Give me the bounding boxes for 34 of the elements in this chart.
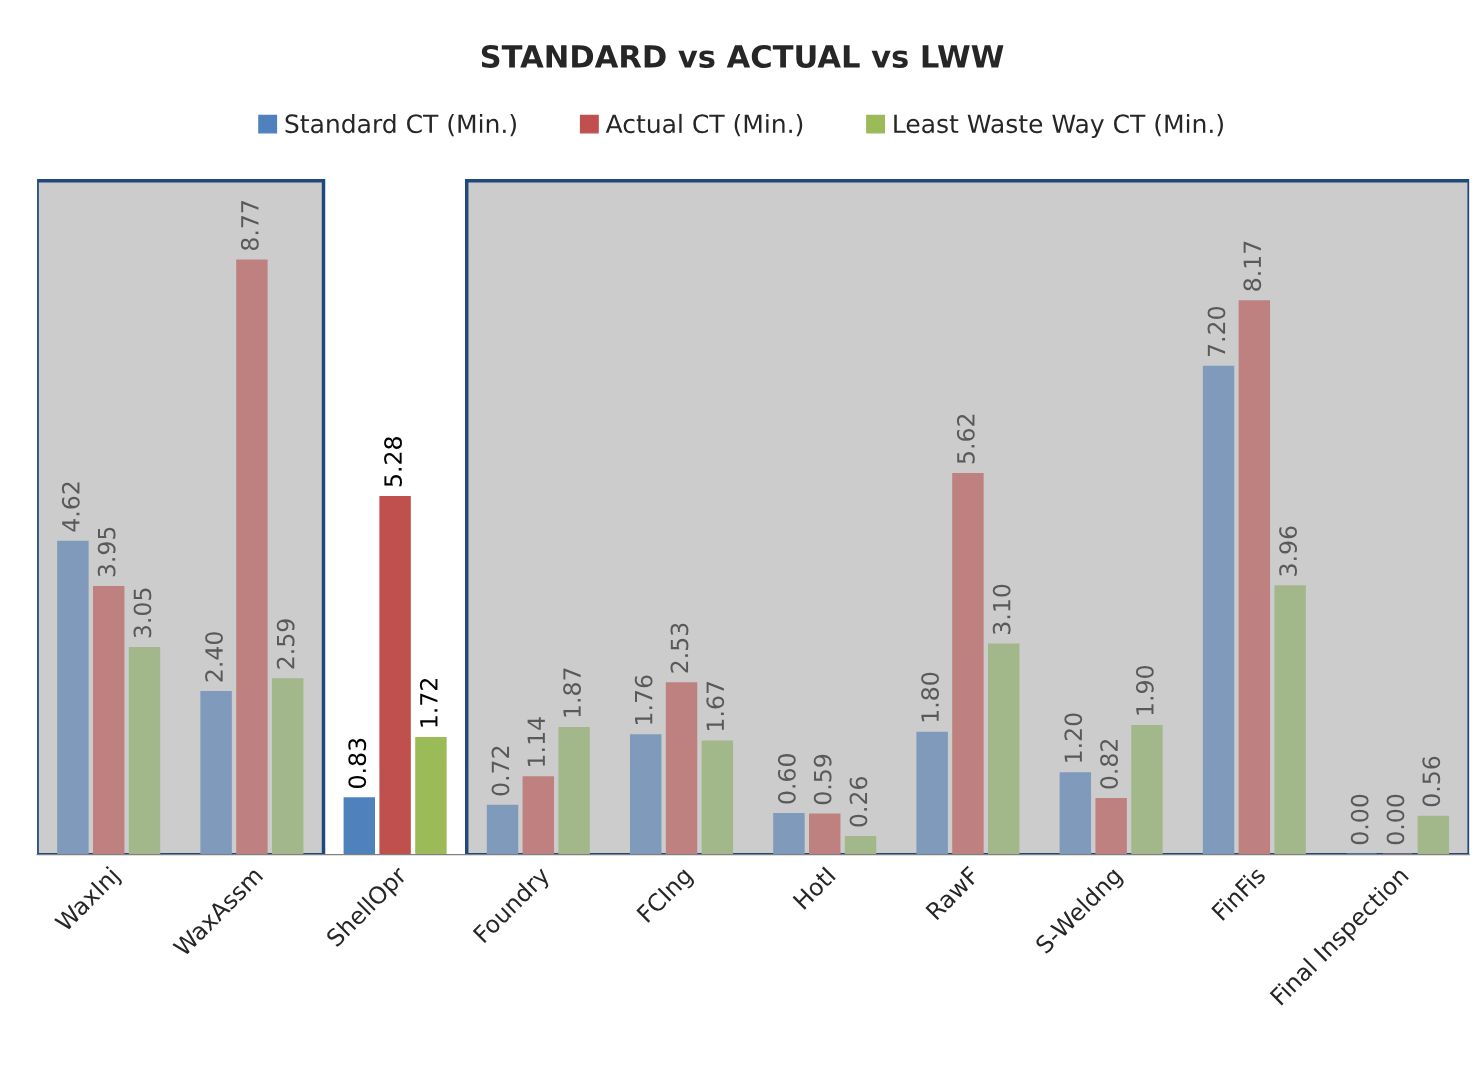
data-label: 0.59 xyxy=(813,754,832,805)
data-label: 2.40 xyxy=(205,632,223,682)
legend-label: Actual CT (Min.) xyxy=(605,113,803,137)
legend-label: Least Waste Way CT (Min.) xyxy=(894,113,1223,139)
data-label: 1.80 xyxy=(921,672,939,722)
data-label: 8.77 xyxy=(240,201,259,251)
data-label: 2.53 xyxy=(670,623,689,673)
data-label: 1.72 xyxy=(419,678,438,727)
data-label: 8.17 xyxy=(1243,241,1262,291)
data-label: 5.28 xyxy=(384,437,402,487)
data-label: 0.60 xyxy=(777,754,796,804)
data-label: 2.59 xyxy=(276,619,295,669)
data-label: 3.05 xyxy=(133,588,152,638)
data-label: 0.82 xyxy=(1100,739,1118,789)
chart-title: STANDARD vs ACTUAL vs LWW xyxy=(481,44,1004,68)
data-label: 0.72 xyxy=(491,746,510,796)
data-label: 1.67 xyxy=(706,682,725,730)
data-label: 5.62 xyxy=(956,414,975,464)
data-label: 3.95 xyxy=(97,527,116,577)
data-label: 1.90 xyxy=(1135,666,1154,715)
data-label: 0.26 xyxy=(849,777,868,827)
data-label: 0.00 xyxy=(1350,794,1369,845)
data-label: 3.96 xyxy=(1279,526,1297,576)
data-label: 0.83 xyxy=(348,738,367,788)
legend-label: Standard CT (Min.) xyxy=(285,113,516,137)
data-label: 1.87 xyxy=(563,668,581,717)
data-label: 3.10 xyxy=(992,584,1011,634)
data-label: 4.62 xyxy=(61,482,80,532)
data-label: 0.56 xyxy=(1422,756,1441,807)
data-label: 0.00 xyxy=(1386,794,1405,845)
data-label: 1.20 xyxy=(1064,713,1083,762)
data-label: 1.14 xyxy=(527,717,545,766)
data-label: 1.76 xyxy=(634,675,653,724)
data-label: 7.20 xyxy=(1207,306,1226,357)
